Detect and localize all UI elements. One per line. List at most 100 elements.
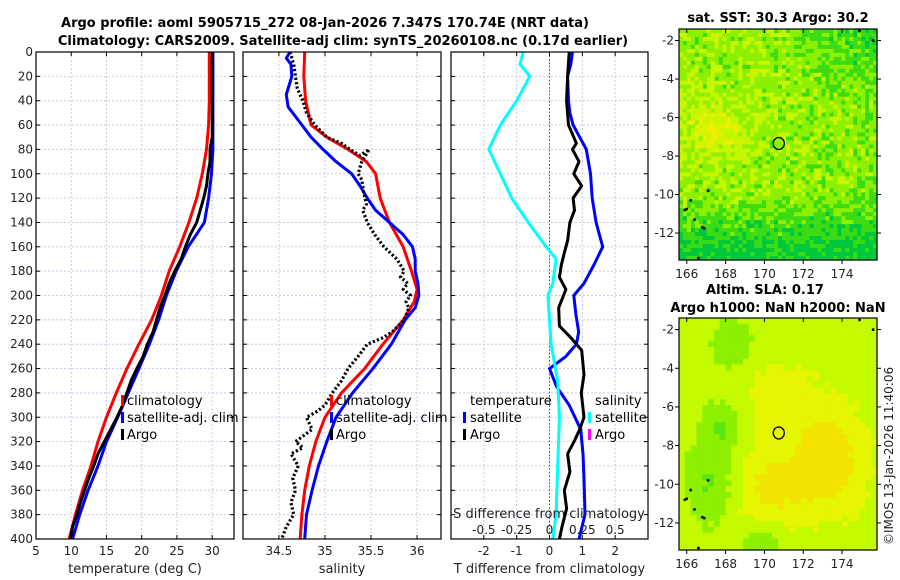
map-cell — [778, 196, 783, 201]
map-cell — [758, 204, 763, 209]
map-cell — [770, 196, 775, 201]
map-cell — [731, 323, 738, 331]
map-cell — [865, 152, 870, 158]
y-tick-label: 320 — [10, 435, 33, 449]
map-cell — [731, 387, 738, 394]
map-cell — [801, 474, 808, 481]
map-cell — [795, 451, 802, 458]
map-cell — [830, 318, 837, 325]
map-cell — [679, 526, 686, 534]
map-cell — [742, 80, 747, 86]
map-cell — [774, 192, 779, 197]
map-cell — [865, 32, 870, 38]
map-cell — [734, 164, 739, 169]
map-cell — [795, 405, 802, 412]
map-cell — [869, 104, 874, 110]
map-cell — [684, 515, 692, 522]
map-cell — [805, 120, 811, 126]
map-cell — [770, 56, 775, 62]
map-cell — [821, 224, 827, 229]
map-cell — [841, 36, 846, 42]
map-cell — [857, 56, 862, 62]
map-cell — [710, 108, 716, 114]
map-cell — [679, 164, 684, 169]
map-cell — [805, 236, 811, 241]
map-cell — [766, 144, 771, 150]
map-cell — [861, 188, 866, 193]
map-cell — [698, 160, 704, 166]
map-cell — [770, 248, 775, 253]
map-cell — [793, 60, 799, 66]
map-cell — [865, 521, 872, 528]
map-cell — [847, 509, 855, 516]
map-cell — [871, 405, 878, 412]
map-cell — [696, 358, 703, 365]
map-cell — [725, 480, 733, 487]
map-cell — [821, 112, 827, 118]
map-cell — [690, 347, 698, 354]
map-cell — [845, 160, 850, 166]
map-cell — [861, 148, 866, 154]
map-cell — [708, 515, 715, 522]
map-cell — [698, 164, 704, 169]
map-cell — [696, 352, 703, 360]
map-cell — [713, 416, 721, 423]
map-cell — [853, 84, 858, 90]
map-cell — [869, 44, 874, 50]
map-cell — [748, 416, 756, 423]
map-cell — [809, 212, 815, 217]
map-cell — [679, 112, 684, 118]
map-cell — [772, 329, 779, 336]
map-cell — [813, 68, 819, 74]
map-cell — [746, 208, 751, 213]
map-cell — [686, 72, 692, 78]
map-cell — [871, 329, 878, 336]
map-cell — [702, 124, 708, 130]
map-cell — [708, 492, 715, 499]
map-cell — [857, 136, 862, 142]
map-cell — [702, 72, 708, 78]
map-cell — [841, 232, 846, 237]
map-cell — [750, 236, 755, 241]
map-cell — [748, 341, 756, 348]
map-cell — [698, 64, 704, 70]
map-cell — [797, 88, 803, 94]
map-cell — [731, 347, 738, 354]
map-cell — [789, 244, 795, 249]
map-cell — [781, 256, 787, 261]
map-cell — [781, 29, 787, 34]
map-cell — [865, 381, 872, 389]
map-cell — [731, 509, 738, 516]
map-cell — [746, 100, 751, 106]
map-cell — [686, 80, 692, 86]
map-cell — [778, 88, 783, 94]
map-cell — [679, 521, 686, 528]
map-cell — [785, 108, 791, 114]
map-cell — [805, 32, 811, 38]
map-cell — [871, 370, 878, 377]
map-cell — [766, 224, 771, 229]
map-cell — [869, 32, 874, 38]
map-cell — [842, 434, 849, 441]
map-cell — [805, 180, 811, 185]
map-cell — [726, 88, 732, 94]
map-cell — [781, 76, 787, 82]
map-cell — [708, 376, 715, 383]
series-line-t-satellite — [548, 51, 605, 540]
map-cell — [708, 439, 715, 447]
map-cell — [714, 80, 720, 86]
map-cell — [797, 248, 803, 253]
map-cell — [708, 509, 715, 516]
map-cell — [778, 486, 785, 493]
map-cell — [841, 76, 846, 82]
map-cell — [708, 399, 715, 406]
map-cell — [690, 318, 698, 325]
map-cell — [789, 220, 795, 225]
map-cell — [702, 381, 709, 389]
map-cell — [837, 104, 842, 110]
map-cell — [708, 544, 715, 551]
y-tick-label: 20 — [18, 69, 33, 83]
map-cell — [758, 164, 763, 169]
map-cell — [789, 509, 797, 516]
map-cell — [730, 200, 736, 205]
